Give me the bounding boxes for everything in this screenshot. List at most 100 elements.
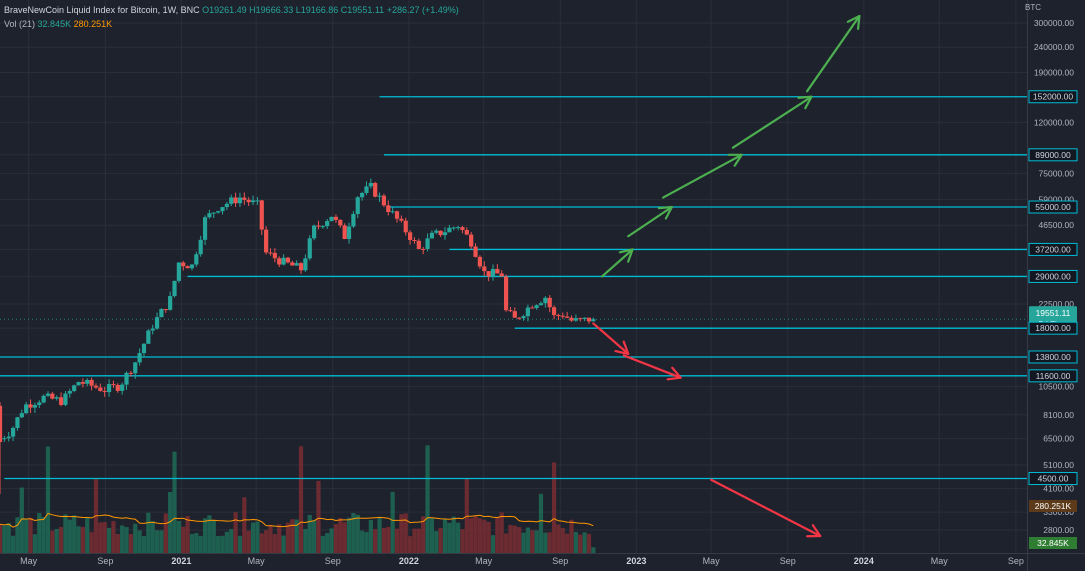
level-tag-bg [1028,321,1078,335]
volume-bar [442,519,448,553]
candle-body [242,197,247,200]
candle-body [338,219,343,226]
candle-body [229,197,234,204]
time-tick-label: 2023 [626,556,646,566]
volume-bar [425,445,430,553]
candle-body [582,317,587,319]
candle-body [482,266,487,272]
candle-body [586,317,592,322]
level-tag-bg [1028,90,1078,104]
level-tag-text: 55000.00 [1035,202,1071,212]
volume-bar [386,526,391,553]
volume-bar [102,522,107,553]
candle-body [495,268,500,274]
volume-bar [560,528,565,553]
candle-body [442,232,448,236]
volume-ma-tag: 280.251K [1029,500,1077,512]
legend-low: L19166.86 [295,5,339,15]
candle-body [298,263,304,271]
candle-body [255,200,260,202]
volume-bar [10,535,16,553]
level-tag-text: 89000.00 [1035,150,1071,160]
candle-body [351,213,356,227]
volume-bar [176,520,181,553]
green-arrow [731,95,813,149]
volume-bar [28,517,33,553]
candle-body [490,268,496,277]
candle-body [128,372,133,374]
volume-bar [499,512,504,553]
volume-bar [512,525,517,553]
volume-bar [434,531,439,553]
level-tag-bg [1028,269,1078,283]
volume-bar [460,529,465,553]
volume-bar [67,519,72,553]
legend-high: H19666.33 [249,5,294,15]
volume-bar [342,522,347,553]
volume-bar [312,520,317,553]
level-tag-text: 13800.00 [1035,352,1071,362]
time-tick-label: May [703,556,721,566]
volume-bar [50,530,55,553]
volume-bar [316,480,321,553]
candle-body [421,248,426,250]
candle-body [412,239,417,241]
candle-body [63,393,68,405]
level-tag-text: 18000.00 [1035,323,1071,333]
volume-bar [250,522,256,553]
volume-bar [447,522,452,553]
candle-body [54,397,59,399]
volume-bar [259,533,264,553]
volume-bar [360,530,365,553]
volume-bar [495,517,500,553]
time-tick-label: Sep [552,556,568,566]
volume-bar [19,487,24,553]
candle-body [294,263,299,266]
volume-bar [565,533,570,553]
candle-body [102,391,107,393]
legend-change: +286.27 (+1.49%) [386,5,459,15]
candle-body [434,230,439,233]
candle-body [377,195,382,197]
candle-body [333,216,339,220]
volume-bar [268,524,273,553]
candle-body [150,328,155,331]
level-tag-bg [1028,200,1078,214]
volume-bar [246,530,251,553]
volume-bar [2,525,7,553]
candle-body [207,213,212,218]
candle-body [168,296,173,310]
symbol-title[interactable]: BraveNewCoin Liquid Index for Bitcoin, 1… [4,5,200,15]
volume-bar [216,536,221,553]
volume-bar [207,515,212,553]
candle-body [15,417,20,428]
volume-bar [329,528,334,553]
candle-body [37,402,42,406]
volume-bar [24,519,29,553]
candle-body [159,309,164,318]
candle-body [277,258,282,265]
candle-body [473,246,478,257]
volume-bar [303,528,308,553]
candle-body [455,227,461,229]
volume-bar [85,517,90,553]
price-tick-label: 3300.00 [1043,507,1074,517]
candle-body [67,391,72,394]
arrow-head [806,524,822,538]
candle-body [194,254,199,265]
candle-body [181,262,186,267]
candle-body [115,384,120,391]
volume-bar [477,518,483,553]
arrow-shaft [627,205,673,238]
volume-bar [264,530,269,553]
candle-body [106,384,112,393]
candle-body [407,232,413,240]
volume-pane [0,445,596,553]
arrow-shaft [731,95,813,149]
candle-body [85,379,90,384]
price-tick-label: 300000.00 [1034,18,1074,28]
volume-indicator-label[interactable]: Vol (21) [4,19,36,29]
